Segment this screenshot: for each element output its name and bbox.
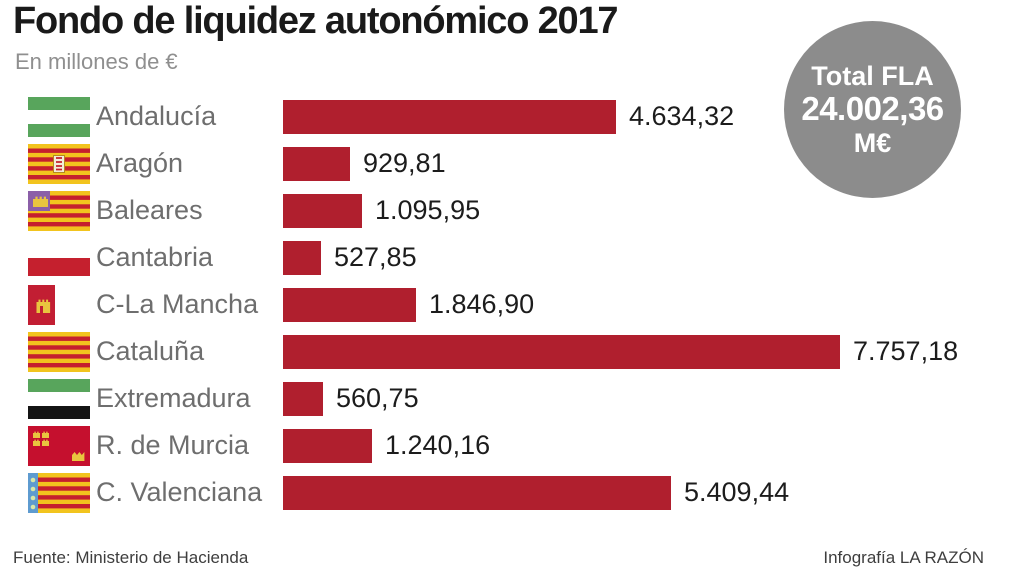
value-bar [283,193,362,228]
region-label: C-La Mancha [96,289,259,319]
value-bar [283,475,671,510]
value-bar [283,146,350,181]
total-unit: M€ [853,127,892,158]
flag-andalucia-icon [28,96,90,137]
chart-row: C. Valenciana 5.409,44 [0,469,1028,516]
total-value: 24.002,36 [801,90,944,128]
region-label: R. de Murcia [96,430,250,460]
chart-row: C-La Mancha 1.846,90 [0,281,1028,328]
value-bar [283,381,323,416]
flag-extremadura-icon [28,378,90,419]
chart-row: Aragón 929,81 [0,140,1028,187]
chart-row: Cantabria 527,85 [0,234,1028,281]
value-label: 560,75 [336,383,419,413]
value-label: 1.240,16 [385,430,491,460]
value-bar [283,240,321,275]
value-label: 5.409,44 [684,477,790,507]
region-label: Cantabria [96,242,214,272]
chart-row: Cataluña 7.757,18 [0,328,1028,375]
value-label: 7.757,18 [853,336,959,366]
region-label: Aragón [96,148,184,178]
region-label: C. Valenciana [96,477,263,507]
value-label: 4.634,32 [629,101,735,131]
region-label: Extremadura [96,383,251,413]
total-fla-badge: Total FLA 24.002,36 M€ [784,21,961,198]
value-label: 527,85 [334,242,417,272]
source-text: Fuente: Ministerio de Hacienda [13,548,249,567]
value-label: 1.846,90 [429,289,535,319]
flag-aragon-icon [28,143,90,184]
region-label: Andalucía [96,101,217,131]
value-bar [283,287,416,322]
chart-row: Extremadura 560,75 [0,375,1028,422]
page-title: Fondo de liquidez autonómico 2017 [13,0,619,42]
flag-valenciana-icon [28,472,90,513]
flag-baleares-icon [28,190,90,231]
value-label: 1.095,95 [375,195,481,225]
chart-row: Andalucía 4.634,32 [0,93,1028,140]
total-label: Total FLA [811,60,934,91]
credit-text: Infografía LA RAZÓN [823,548,984,567]
chart-row: Baleares 1.095,95 [0,187,1028,234]
region-label: Cataluña [96,336,205,366]
flag-castilla-la-mancha-icon [28,284,90,325]
flag-cantabria-icon [28,237,90,278]
footer: Fuente: Ministerio de Hacienda Infografí… [13,548,984,568]
value-bar [283,428,372,463]
page-subtitle: En millones de € [15,49,178,74]
region-label: Baleares [96,195,203,225]
value-bar [283,99,616,134]
flag-murcia-icon [28,425,90,466]
chart-row: R. de Murcia 1.240,16 [0,422,1028,469]
value-bar [283,334,840,369]
flag-cataluna-icon [28,331,90,372]
value-label: 929,81 [363,148,446,178]
bar-chart: Andalucía 4.634,32 Aragón 929,81 Baleares 1… [0,93,1028,516]
